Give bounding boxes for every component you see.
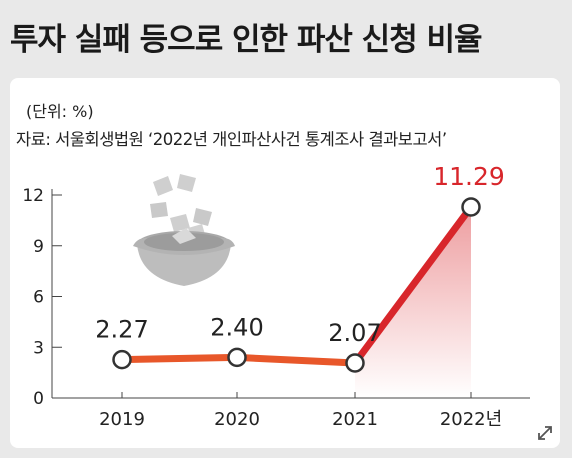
bankruptcy-papers-box-icon [133,174,235,286]
x-tick-label: 2022년 [440,409,502,430]
x-tick-label: 2020 [214,409,260,430]
y-tick-label: 12 [22,186,44,206]
expand-icon[interactable] [534,422,556,444]
data-point [112,349,132,370]
highlight-area [355,207,471,398]
x-tick-label: 2019 [99,409,145,430]
page-title: 투자 실패 등으로 인한 파산 신청 비율 [10,22,483,58]
data-point [227,347,247,368]
data-label: 2.27 [95,316,148,344]
data-point [461,197,481,217]
data-label: 2.07 [328,319,381,347]
y-tick-label: 9 [33,237,44,257]
y-tick-label: 3 [33,338,44,358]
data-label: 11.29 [433,162,505,191]
chart-panel: (단위: %) 자료: 서울회생법원 ‘2022년 개인파산사건 통계조사 결과… [10,78,560,448]
series-line-2021-2022 [351,203,475,367]
y-tick-label: 0 [33,389,44,409]
y-tick-label: 6 [33,288,44,308]
x-tick-label: 2021 [332,409,378,430]
data-point [345,353,365,373]
line-chart: 0 3 6 9 12 2019 2020 2021 2022년 2.27 2.40 2.07 11.2… [22,162,530,430]
source-note: 자료: 서울회생법원 ‘2022년 개인파산사건 통계조사 결과보고서’ [16,130,447,149]
unit-note: (단위: %) [26,102,94,121]
data-label: 2.40 [210,313,263,341]
